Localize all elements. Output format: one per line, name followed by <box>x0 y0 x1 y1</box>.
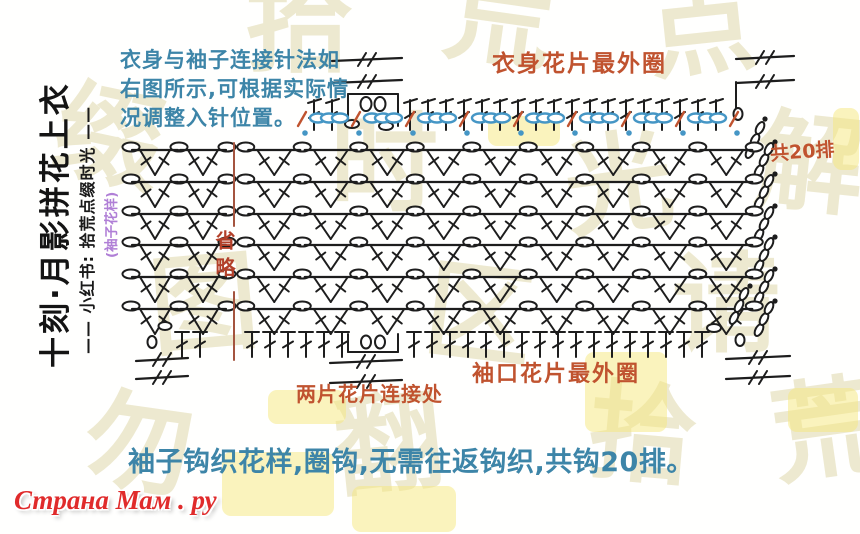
chain-join-row <box>296 110 740 136</box>
note-line: 衣身与袖子连接针法如 <box>120 48 340 72</box>
total-rows-label: 共20排 <box>769 138 836 166</box>
bottom-right-join-symbol <box>724 283 792 385</box>
pattern-title: 十刻·月影拼花上衣 <box>38 81 74 368</box>
site-watermark: Страна Мам . ру <box>14 485 217 515</box>
note-line: 右图所示,可根据实际情 <box>120 77 349 101</box>
v-row-5 <box>121 266 778 305</box>
v-row-6 <box>121 298 778 337</box>
highlight-patch <box>833 108 859 170</box>
connection-note: 衣身与袖子连接针法如 右图所示,可根据实际情 况调整入针位置。 <box>120 46 349 133</box>
bottom-caption: 袖子钩织花样,圈钩,无需往返钩织,共钩20排。 <box>128 447 694 478</box>
highlight-patch <box>585 352 667 432</box>
v-row-1 <box>121 139 778 178</box>
top-right-join-symbol <box>732 50 796 159</box>
bottom-center-join-symbol <box>328 333 404 389</box>
join-point-label: 两片花片连接处 <box>296 382 443 406</box>
note-line: 况调整入针位置。 <box>120 106 296 130</box>
v-row-4 <box>121 234 778 273</box>
omitted-label: 省略 <box>212 230 236 284</box>
v-row-3 <box>121 203 778 242</box>
highlight-patch <box>788 388 858 432</box>
bottom-left-join-symbol <box>134 352 190 385</box>
highlight-patch <box>352 486 456 532</box>
highlight-patch <box>222 452 334 516</box>
sleeve-pattern-note: (袖子花样) <box>104 191 120 258</box>
cuff-outer-ring-label: 袖口花片最外圈 <box>472 362 641 387</box>
highlight-patch <box>268 390 346 424</box>
v-row-2 <box>121 171 778 210</box>
bottom-dc-row <box>146 321 722 358</box>
body-outer-ring-label: 衣身花片最外圈 <box>492 51 667 77</box>
pattern-subtitle: —— 小红书: 拾荒点缀时光 —— <box>78 105 97 354</box>
